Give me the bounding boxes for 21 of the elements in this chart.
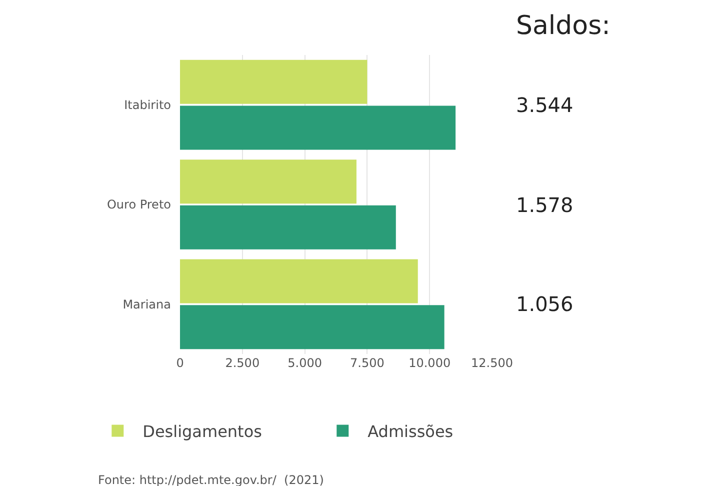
y-tick-label: Mariana: [122, 297, 171, 312]
x-tick-label: 5.000: [288, 356, 322, 370]
y-tick-label: Ouro Preto: [106, 198, 171, 212]
bar: [180, 205, 396, 250]
x-tick-label: 7.500: [350, 356, 384, 370]
text: Saldos:: [516, 11, 610, 41]
x-tick-label: 0: [176, 356, 184, 370]
bar: [180, 259, 418, 304]
bar: [180, 160, 356, 204]
text: 3.544: [516, 93, 574, 117]
bar: [180, 305, 444, 350]
bar: [180, 106, 456, 150]
x-tick-label: 10.000: [408, 356, 451, 370]
text: 1.578: [516, 193, 574, 217]
bar: [180, 60, 368, 104]
x-tick-label: 12.500: [471, 356, 513, 370]
x-tick-label: 2.500: [225, 356, 260, 370]
legend-label: Desligamentos: [142, 422, 262, 441]
legend-label: Admissões: [368, 422, 454, 441]
y-tick-label: Itabirito: [124, 98, 171, 112]
text: 1.056: [516, 292, 574, 316]
